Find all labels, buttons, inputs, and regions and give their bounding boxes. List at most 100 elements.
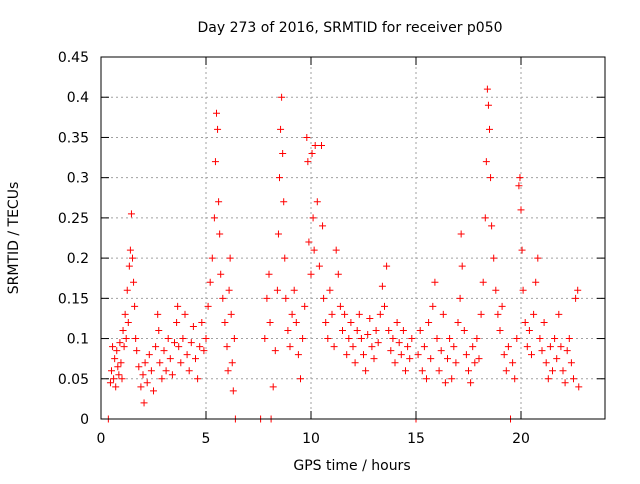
data-point: [457, 230, 465, 238]
y-tick-label: 0.3: [67, 171, 89, 187]
data-point: [211, 158, 219, 166]
data-point: [132, 335, 140, 343]
data-point: [458, 262, 466, 270]
data-point: [269, 383, 277, 391]
data-point: [538, 347, 546, 355]
data-point: [266, 318, 274, 326]
data-point: [221, 318, 229, 326]
data-point: [187, 339, 195, 347]
data-point: [516, 174, 524, 182]
data-point: [408, 335, 416, 343]
data-point: [467, 379, 475, 387]
data-point: [210, 214, 218, 222]
data-point: [534, 254, 542, 262]
data-point: [140, 399, 148, 407]
data-point: [502, 367, 510, 375]
data-point: [494, 310, 502, 318]
data-point: [456, 294, 464, 302]
data-point: [127, 210, 135, 218]
chart-title: Day 273 of 2016, SRMTID for receiver p05…: [197, 20, 502, 36]
data-point: [553, 355, 561, 363]
data-point: [217, 270, 225, 278]
data-point: [155, 327, 163, 335]
data-point: [114, 363, 122, 371]
data-point: [525, 327, 533, 335]
data-point: [381, 302, 388, 310]
y-tick-label: 0.25: [58, 211, 89, 227]
data-point: [315, 262, 323, 270]
data-point: [111, 355, 119, 363]
data-point: [213, 109, 220, 117]
data-point: [557, 343, 565, 351]
data-point: [150, 387, 157, 395]
data-point: [152, 343, 160, 351]
data-point: [383, 262, 391, 270]
data-point: [228, 359, 236, 367]
data-point: [357, 335, 365, 343]
data-point: [423, 375, 430, 383]
data-point: [308, 150, 316, 158]
data-point: [194, 375, 202, 383]
y-tick-label: 0.4: [67, 90, 89, 106]
data-point: [570, 375, 577, 383]
data-point: [226, 254, 234, 262]
data-point: [279, 150, 287, 158]
data-point: [572, 294, 580, 302]
data-point: [370, 355, 378, 363]
data-point: [484, 101, 492, 109]
data-point: [318, 141, 325, 149]
data-point: [343, 351, 351, 359]
x-tick-label: 10: [302, 431, 320, 447]
grid: [101, 57, 605, 419]
data-point: [433, 335, 441, 343]
data-point: [216, 230, 224, 238]
data-point: [518, 246, 526, 254]
data-point: [487, 174, 495, 182]
x-tick-label: 0: [97, 431, 106, 447]
data-point: [362, 367, 370, 375]
data-point: [294, 351, 302, 359]
data-point: [121, 310, 129, 318]
data-point: [482, 158, 490, 166]
data-point: [389, 335, 397, 343]
data-point: [162, 367, 170, 375]
data-point: [448, 375, 456, 383]
data-point: [219, 294, 227, 302]
data-point: [301, 302, 309, 310]
x-tick-label: 5: [202, 431, 211, 447]
data-point: [450, 343, 458, 351]
data-point: [364, 331, 372, 339]
data-point: [481, 214, 489, 222]
data-point: [177, 359, 185, 367]
data-point: [230, 335, 238, 343]
data-point: [137, 383, 145, 391]
data-point: [517, 206, 525, 214]
data-point: [158, 375, 166, 383]
data-point: [513, 335, 521, 343]
data-point: [425, 318, 433, 326]
data-point: [372, 327, 380, 335]
data-point: [324, 335, 332, 343]
data-point: [544, 375, 552, 383]
data-point: [574, 286, 582, 294]
data-point: [360, 351, 367, 359]
data-point: [206, 278, 214, 286]
data-point: [223, 343, 231, 351]
data-point: [486, 125, 493, 133]
data-point: [509, 359, 517, 367]
data-point: [310, 246, 318, 254]
data-point: [530, 310, 538, 318]
y-tick-label: 0.45: [58, 50, 89, 66]
data-point: [274, 230, 282, 238]
data-point: [288, 310, 296, 318]
y-axis-label: SRMTID / TECUs: [6, 182, 22, 295]
data-point: [567, 359, 575, 367]
data-point: [202, 335, 210, 343]
data-point: [399, 327, 407, 335]
data-point: [429, 302, 437, 310]
data-point: [336, 302, 344, 310]
data-point: [109, 343, 117, 351]
data-point: [110, 375, 118, 383]
data-point: [460, 327, 468, 335]
